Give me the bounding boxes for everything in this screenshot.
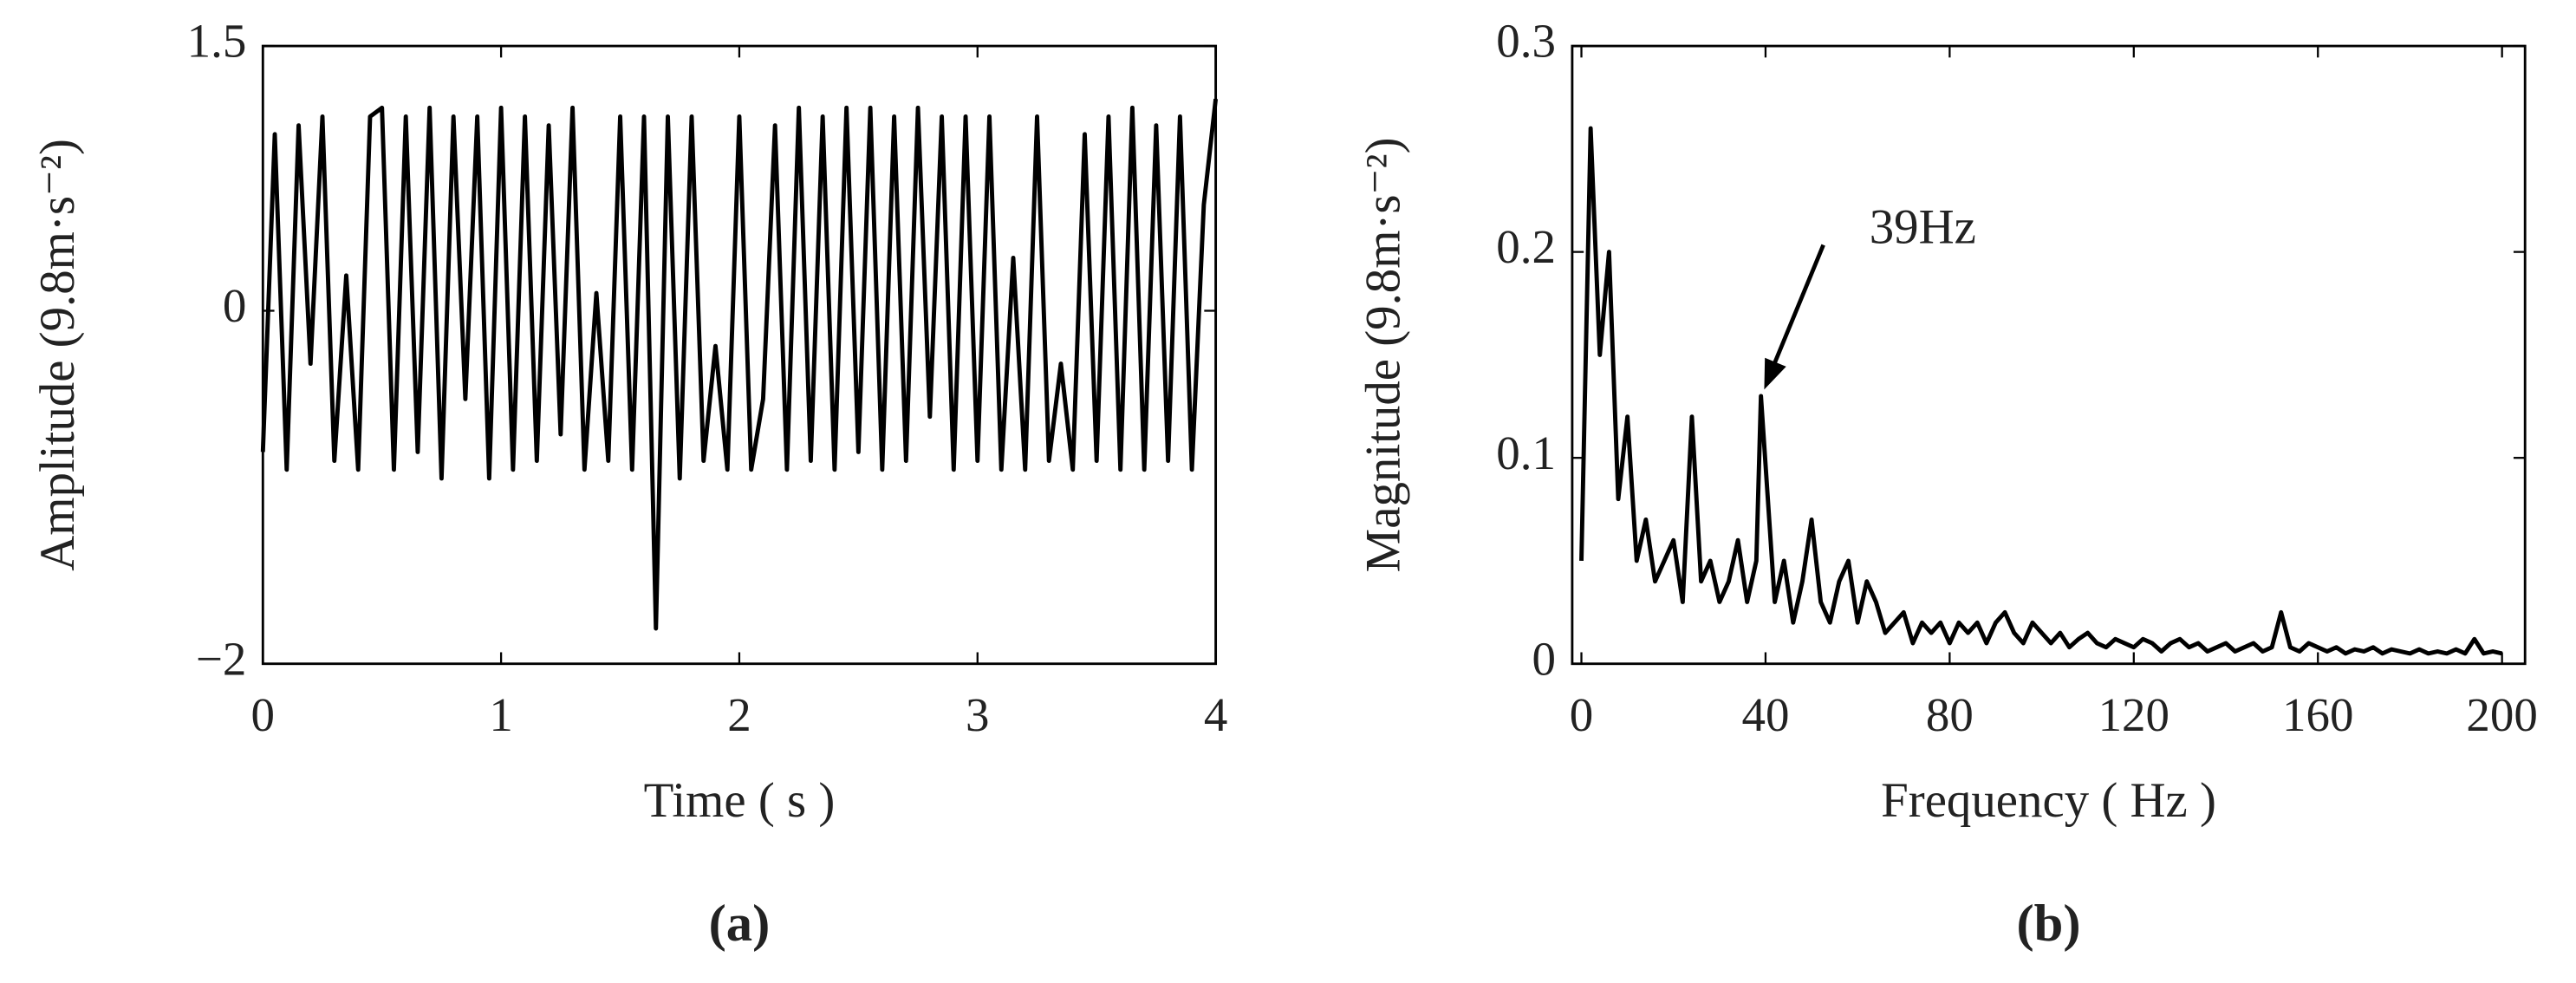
y-tick-label: 0.3 — [1496, 15, 1556, 68]
y-tick-label: 1.5 — [187, 15, 247, 68]
x-tick-label: 0 — [1570, 688, 1593, 741]
y-axis-title: Amplitude (9.8m·s⁻²) — [30, 139, 85, 571]
x-tick-label: 1 — [489, 688, 512, 741]
y-tick-label: 0.1 — [1496, 426, 1556, 479]
y-tick-label: 0 — [223, 279, 246, 332]
y-tick-label: 0.2 — [1496, 220, 1556, 273]
annotation-text: 39Hz — [1870, 199, 1976, 254]
x-tick-label: 4 — [1204, 688, 1227, 741]
x-tick-label: 200 — [2466, 688, 2537, 741]
x-tick-label: 160 — [2282, 688, 2353, 741]
x-tick-label: 40 — [1741, 688, 1789, 741]
x-tick-label: 0 — [251, 688, 275, 741]
x-axis-title: Time ( s ) — [644, 773, 836, 828]
signal-line — [1579, 126, 2503, 656]
axes-frame — [1571, 44, 2527, 666]
x-tick-label: 120 — [2098, 688, 2169, 741]
arrow-head — [1764, 357, 1786, 390]
y-tick-label: 0 — [1532, 632, 1555, 685]
panel-label: (a) — [709, 895, 771, 953]
y-tick-label: −2 — [196, 632, 246, 685]
x-tick-label: 80 — [1926, 688, 1974, 741]
x-axis-title: Frequency ( Hz ) — [1881, 773, 2216, 828]
x-tick-label: 2 — [727, 688, 751, 741]
annotation-arrow — [1766, 244, 1825, 378]
x-tick-label: 3 — [966, 688, 989, 741]
signal-line — [260, 98, 1219, 631]
y-axis-title: Magnitude (9.8m·s⁻²) — [1356, 137, 1411, 572]
panel-label: (b) — [2016, 895, 2080, 953]
